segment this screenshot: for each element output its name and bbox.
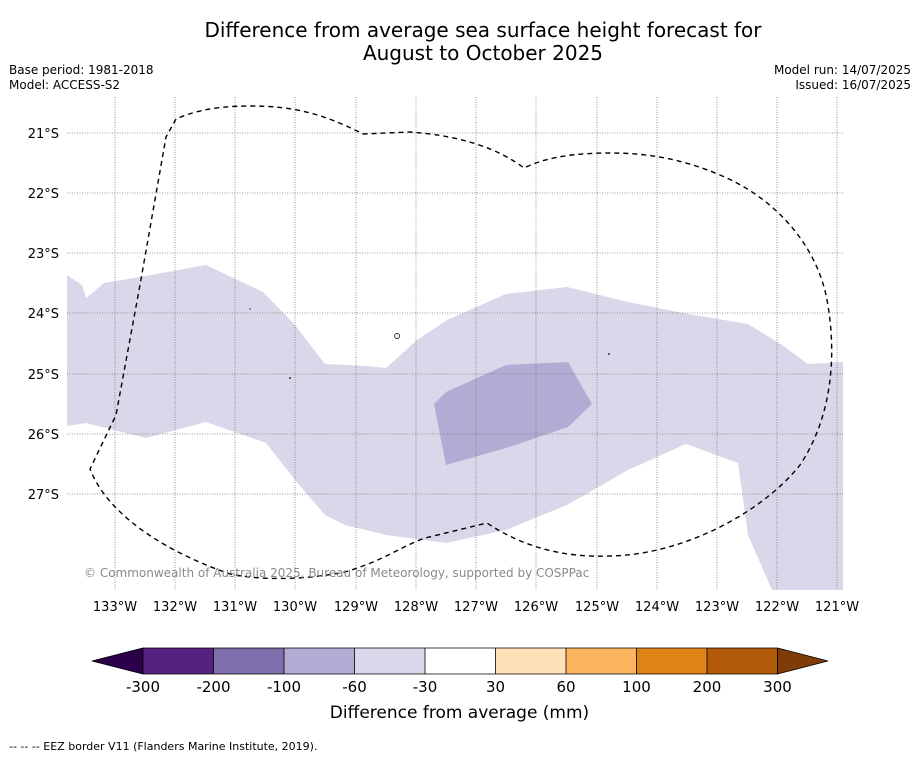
issued-date: Issued: 16/07/2025	[795, 78, 911, 92]
lon-label: 132°W	[153, 600, 197, 615]
colorbar-extend-high	[777, 647, 829, 675]
lon-label: 122°W	[755, 600, 799, 615]
colorbar-segment	[354, 648, 425, 674]
copyright-text: © Commonwealth of Australia 2025, Bureau…	[84, 566, 589, 580]
lat-label: 27°S	[28, 488, 59, 503]
lat-label: 26°S	[28, 428, 59, 443]
lon-label: 129°W	[334, 600, 378, 615]
anomaly-region-medium	[434, 362, 592, 465]
colorbar-segment	[425, 648, 496, 674]
base-period: Base period: 1981-2018	[9, 63, 154, 77]
longitude-labels: 133°W 132°W 131°W 130°W 129°W 128°W 127°…	[93, 600, 859, 615]
meta-right: Model run: 14/07/2025 Issued: 16/07/2025	[774, 63, 911, 93]
lon-label: 125°W	[575, 600, 619, 615]
colorbar-extend-low	[91, 647, 144, 675]
colorbar-tick-label: -30	[413, 678, 438, 696]
colorbar-segment	[566, 648, 637, 674]
colorbar-tick-label: -300	[126, 678, 160, 696]
latitude-labels: 21°S 22°S 23°S 24°S 25°S 26°S 27°S	[28, 127, 59, 503]
lat-label: 22°S	[28, 187, 59, 202]
lon-label: 123°W	[695, 600, 739, 615]
model-name: Model: ACCESS-S2	[9, 78, 121, 92]
island-mark	[289, 377, 291, 379]
colorbar-tick-label: -200	[196, 678, 230, 696]
eez-border-line	[89, 105, 833, 580]
colorbar-segment	[284, 648, 355, 674]
lon-label: 131°W	[213, 600, 257, 615]
lon-label: 124°W	[635, 600, 679, 615]
colorbar-ticks: -300 -200 -100 -60 -30 30 60 100 200 300	[126, 678, 792, 696]
lat-label: 25°S	[28, 368, 59, 383]
lon-label: 133°W	[93, 600, 137, 615]
lon-label: 126°W	[514, 600, 558, 615]
colorbar-label: Difference from average (mm)	[329, 703, 590, 723]
lat-label: 21°S	[28, 127, 59, 142]
eez-footnote: -- -- -- EEZ border V11 (Flanders Marine…	[9, 740, 318, 753]
colorbar-tick-label: -100	[267, 678, 301, 696]
title-line-2: August to October 2025	[362, 41, 604, 65]
lon-label: 127°W	[454, 600, 498, 615]
map-title: Difference from average sea surface heig…	[0, 19, 919, 65]
colorbar-segment	[707, 648, 778, 674]
colorbar-tick-label: 100	[622, 678, 651, 696]
colorbar-segment	[495, 648, 566, 674]
colorbar-tick-label: 60	[556, 678, 575, 696]
colorbar-tick-label: 300	[763, 678, 792, 696]
lat-label: 24°S	[28, 307, 59, 322]
colorbar-tick-label: 30	[486, 678, 505, 696]
meta-left: Base period: 1981-2018 Model: ACCESS-S2	[9, 63, 154, 93]
colorbar-tick-label: -60	[342, 678, 367, 696]
colorbar-segment	[143, 648, 214, 674]
colorbar-segment	[636, 648, 707, 674]
colorbar: -300 -200 -100 -60 -30 30 60 100 200 300	[91, 647, 829, 696]
lon-label: 130°W	[273, 600, 317, 615]
island-mark	[249, 308, 251, 310]
model-run: Model run: 14/07/2025	[773, 63, 911, 77]
colorbar-segment	[213, 648, 284, 674]
island-mark	[608, 353, 610, 355]
lon-label: 128°W	[394, 600, 438, 615]
lon-label: 121°W	[815, 600, 859, 615]
colorbar-tick-label: 200	[693, 678, 722, 696]
lat-label: 23°S	[28, 247, 59, 262]
title-line-1: Difference from average sea surface heig…	[204, 18, 762, 42]
island-mark	[394, 333, 400, 339]
